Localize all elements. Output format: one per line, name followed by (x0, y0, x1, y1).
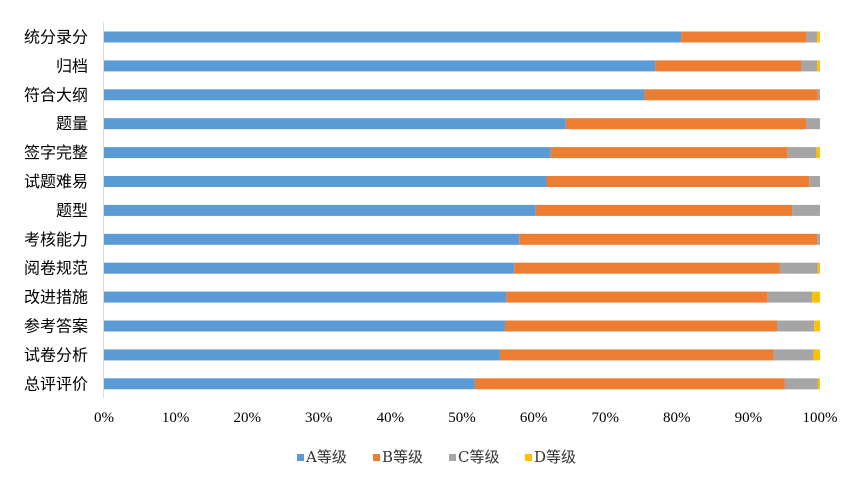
legend-label-3: C等级 (458, 448, 499, 466)
bar-segment-2-row-3 (644, 89, 818, 101)
category-label: 题量 (56, 114, 88, 133)
category-label: 考核能力 (24, 230, 88, 249)
bar-segment-3-row-11 (777, 320, 815, 332)
bar-segment-1-row-8 (104, 233, 520, 245)
x-tick-label: 50% (448, 410, 476, 426)
bar-segment-2-row-12 (499, 349, 774, 361)
bar-segment-2-row-2 (655, 60, 802, 72)
legend-swatch-3 (449, 454, 456, 461)
category-label: 试卷分析 (24, 345, 88, 364)
x-tick-label: 90% (735, 410, 763, 426)
x-tick-label: 70% (591, 410, 619, 426)
bar-segment-1-row-1 (104, 31, 682, 43)
category-label: 符合大纲 (24, 85, 88, 104)
category-label: 总评评价 (24, 374, 88, 393)
bar-segment-4-row-5 (816, 147, 820, 159)
bar-segment-3-row-7 (792, 204, 820, 216)
bar-segment-4-row-11 (814, 320, 820, 332)
category-label: 签字完整 (24, 143, 88, 162)
legend-label-2: B等级 (382, 448, 423, 466)
bar-segment-3-row-12 (773, 349, 814, 361)
bar-segment-2-row-1 (681, 31, 807, 43)
x-tick-label: 40% (377, 410, 405, 426)
bar-segment-3-row-1 (806, 31, 818, 43)
bar-segment-2-row-8 (519, 233, 818, 245)
bar-segment-4-row-12 (813, 349, 820, 361)
bar-segment-3-row-4 (806, 118, 820, 130)
category-label: 参考答案 (24, 317, 88, 336)
x-tick-label: 80% (663, 410, 691, 426)
bar-segment-2-row-13 (474, 378, 785, 390)
bar-segment-2-row-7 (535, 204, 793, 216)
x-tick-label: 100% (803, 410, 838, 426)
bar-segment-2-row-4 (565, 118, 807, 130)
legend: A等级 B等级 C等级 D等级 (297, 448, 576, 466)
bar-segment-1-row-7 (104, 204, 536, 216)
bar-segment-4-row-2 (817, 60, 820, 72)
x-tick-label: 20% (233, 410, 261, 426)
category-label: 归档 (56, 56, 88, 75)
legend-swatch-1 (297, 454, 304, 461)
bar-segment-1-row-9 (104, 262, 515, 274)
bar-segment-3-row-5 (787, 147, 817, 159)
bar-segment-3-row-2 (801, 60, 818, 72)
bar-segment-1-row-13 (104, 378, 475, 390)
legend-swatch-2 (373, 454, 380, 461)
bar-segment-2-row-9 (514, 262, 780, 274)
category-label: 试题难易 (24, 172, 88, 191)
legend-label-4: D等级 (534, 448, 576, 466)
bar-segment-3-row-13 (784, 378, 818, 390)
bar-segment-1-row-3 (104, 89, 645, 101)
bar-segment-3-row-3 (817, 89, 820, 101)
x-tick-label: 30% (305, 410, 333, 426)
x-tick-label: 10% (162, 410, 190, 426)
bar-segment-2-row-11 (504, 320, 778, 332)
bar-segment-1-row-6 (104, 176, 547, 187)
bar-segment-4-row-13 (817, 378, 820, 390)
category-label: 改进措施 (24, 288, 88, 307)
x-tick-label: 0% (94, 410, 114, 426)
bar-segment-3-row-10 (767, 291, 813, 303)
bar-segment-4-row-10 (812, 291, 820, 303)
bar-segment-1-row-11 (104, 320, 505, 332)
x-axis-ticks: 0% 10% 20% 30% 40% 50% 60% 70% 80% 90% 100% (94, 410, 838, 426)
bar-segment-3-row-9 (779, 262, 818, 274)
bar-segment-1-row-10 (104, 291, 507, 303)
bar-segment-3-row-6 (809, 176, 820, 187)
bar-segment-1-row-5 (104, 147, 551, 159)
bar-segment-1-row-12 (104, 349, 500, 361)
bar-segment-2-row-10 (506, 291, 768, 303)
bar-segment-2-row-6 (546, 176, 810, 187)
bar-segment-4-row-1 (817, 31, 820, 43)
legend-label-1: A等级 (305, 448, 347, 466)
legend-swatch-4 (525, 454, 532, 461)
category-label: 阅卷规范 (24, 259, 88, 278)
category-label: 题型 (56, 201, 88, 220)
category-label: 统分录分 (24, 28, 88, 47)
category-labels: 统分录分归档符合大纲题量签字完整试题难易题型考核能力阅卷规范改进措施参考答案试卷… (24, 28, 88, 394)
bar-segment-4-row-9 (817, 262, 820, 274)
x-tick-label: 60% (520, 410, 548, 426)
bar-segment-2-row-5 (550, 147, 788, 159)
bar-segment-1-row-4 (104, 118, 566, 130)
bars-layer (104, 31, 820, 390)
bar-segment-3-row-8 (817, 233, 820, 245)
bar-segment-1-row-2 (104, 60, 656, 72)
